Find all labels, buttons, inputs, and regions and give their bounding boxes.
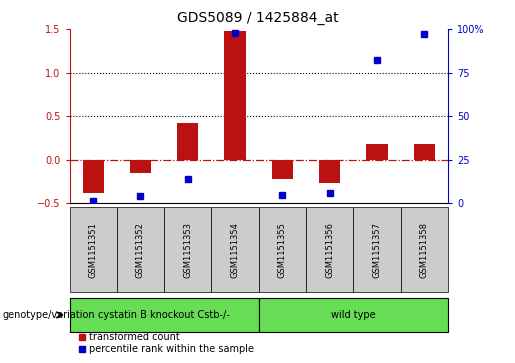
Legend: transformed count, percentile rank within the sample: transformed count, percentile rank withi…	[74, 329, 258, 358]
Bar	[82, 160, 104, 193]
Text: GSM1151358: GSM1151358	[420, 221, 429, 278]
Text: GSM1151354: GSM1151354	[231, 222, 239, 277]
Bar	[177, 123, 198, 160]
Bar	[225, 31, 246, 160]
Bar	[319, 160, 340, 183]
Text: cystatin B knockout Cstb-/-: cystatin B knockout Cstb-/-	[98, 310, 230, 320]
Text: GDS5089 / 1425884_at: GDS5089 / 1425884_at	[177, 11, 338, 25]
Text: GSM1151357: GSM1151357	[372, 221, 382, 278]
Bar	[367, 144, 388, 160]
Text: GSM1151355: GSM1151355	[278, 222, 287, 277]
Text: GSM1151356: GSM1151356	[325, 221, 334, 278]
Text: GSM1151353: GSM1151353	[183, 221, 192, 278]
Text: genotype/variation: genotype/variation	[3, 310, 95, 320]
Text: wild type: wild type	[331, 310, 376, 320]
Text: GSM1151352: GSM1151352	[136, 222, 145, 277]
Text: GSM1151351: GSM1151351	[89, 222, 98, 277]
Bar	[272, 160, 293, 179]
Bar	[414, 144, 435, 160]
Bar	[130, 160, 151, 173]
